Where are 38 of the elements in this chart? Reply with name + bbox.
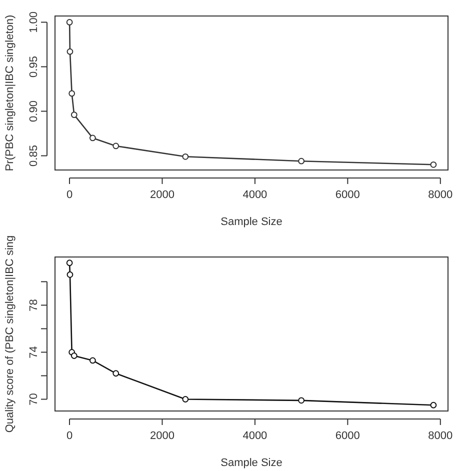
- point: [298, 158, 305, 164]
- point: [66, 260, 73, 266]
- y-axis-title: Quality score of (PBC singleton|IBC sing: [4, 235, 16, 433]
- x-axis-title: Sample Size: [220, 216, 282, 228]
- point: [89, 357, 96, 364]
- y-axis-title: Pr(PBC singleton|IBC singleton): [4, 14, 16, 172]
- x-axis-title: Sample Size: [220, 457, 282, 469]
- point: [66, 48, 74, 55]
- point: [430, 161, 437, 168]
- x-tick-label: 6000: [335, 189, 360, 201]
- x-tick-label: 4000: [242, 430, 268, 442]
- point: [89, 134, 96, 142]
- y-tick-label: 0.90: [28, 100, 40, 122]
- point: [66, 271, 74, 278]
- point: [70, 352, 78, 359]
- y-tick-label: 70: [28, 393, 40, 406]
- y-tick-label: 0.95: [28, 56, 40, 78]
- x-tick-label: 8000: [428, 430, 453, 442]
- x-tick-label: 6000: [335, 430, 360, 442]
- point: [298, 397, 305, 404]
- y-tick-label: 1.00: [28, 12, 40, 33]
- point: [66, 19, 73, 26]
- x-tick-label: 0: [66, 430, 73, 442]
- point: [182, 396, 189, 402]
- point: [182, 153, 189, 160]
- x-tick-label: 8000: [428, 189, 453, 201]
- point: [68, 90, 76, 97]
- point: [112, 370, 120, 377]
- point: [70, 112, 78, 118]
- x-tick-label: 0: [66, 189, 73, 201]
- y-tick-label: 0.85: [28, 145, 40, 166]
- point: [112, 142, 120, 150]
- x-tick-label: 4000: [242, 189, 268, 201]
- x-tick-label: 2000: [150, 189, 174, 201]
- y-tick-label: 74: [28, 346, 40, 358]
- x-tick-label: 2000: [150, 430, 174, 442]
- point: [430, 402, 437, 408]
- y-tick-label: 78: [28, 299, 40, 312]
